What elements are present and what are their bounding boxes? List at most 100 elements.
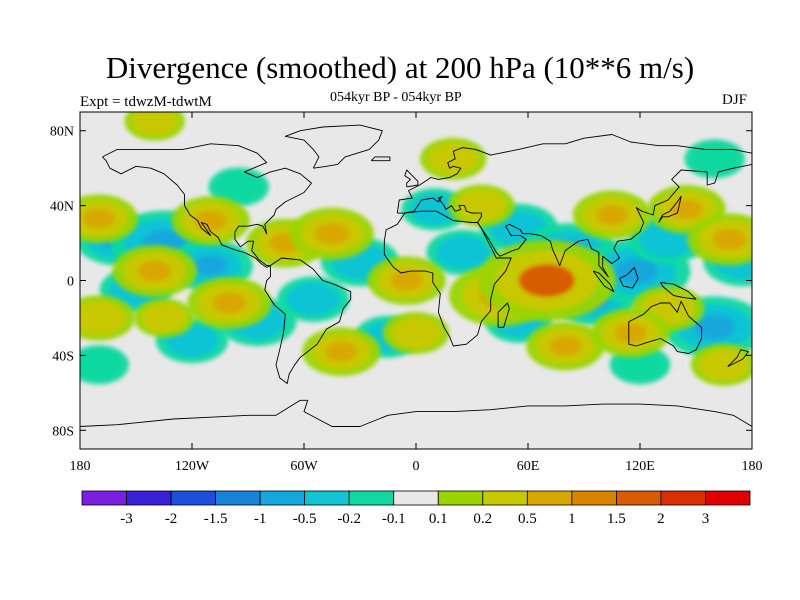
field-blob-core	[137, 260, 172, 282]
colorbar-swatch	[348, 490, 395, 506]
field-blob-core	[670, 199, 703, 220]
field-blob	[80, 194, 138, 244]
colorbar-label: -3	[120, 511, 133, 527]
field-blob	[448, 184, 515, 227]
field-blob-core	[652, 229, 684, 250]
colorbar-swatch	[81, 490, 127, 506]
y-tick-label: 0	[67, 275, 74, 290]
season-label: DJF	[722, 92, 748, 108]
field-blob-mid	[456, 190, 506, 222]
y-tick-label: 80S	[52, 424, 74, 439]
y-tick-label: 80N	[50, 125, 74, 140]
field-blob	[112, 245, 197, 298]
x-tick-label: 120E	[625, 459, 655, 474]
field-blob-mid	[428, 143, 478, 175]
colorbar-swatch	[259, 490, 306, 506]
experiment-label: Expt = tdwzM-tdwtM	[80, 94, 212, 110]
field-blob	[426, 229, 499, 276]
field-blob-mid	[141, 303, 187, 333]
field-blob	[289, 207, 375, 260]
field-blob-mid	[80, 350, 122, 380]
colorbar-label: 2	[657, 511, 665, 527]
colorbar-label: 3	[702, 511, 710, 527]
field-blob-core	[712, 228, 747, 250]
colorbar-swatch	[616, 490, 662, 506]
colorbar-label: 1.5	[607, 511, 626, 527]
x-tick-label: 60W	[290, 459, 318, 474]
field-blob	[687, 213, 752, 266]
colorbar-label: 1	[568, 511, 576, 527]
field-blob-core	[390, 270, 423, 291]
field-blob	[477, 240, 616, 321]
field-blob	[187, 277, 272, 329]
x-tick-label: 0	[413, 459, 420, 474]
coastline	[404, 169, 419, 188]
field-blob	[80, 345, 129, 385]
coastline	[102, 143, 312, 268]
coastline	[658, 195, 682, 223]
period-label: 054kyr BP - 054kyr BP	[330, 90, 462, 105]
colorbar-label: -1.5	[204, 511, 228, 527]
field-blob-mid	[699, 349, 749, 381]
field-blob-core	[82, 208, 115, 229]
colorbar-label: -2	[165, 511, 178, 527]
field-blob-mid	[286, 282, 341, 317]
field-blob	[277, 276, 350, 322]
colorbar-label: -0.5	[293, 511, 317, 527]
coastline	[628, 300, 703, 354]
colorbar-label: 0.2	[473, 511, 492, 527]
chart-title: Divergence (smoothed) at 200 hPa (10**6 …	[105, 50, 695, 85]
field-blob-mid	[132, 112, 178, 136]
x-tick-label: 180	[742, 459, 763, 474]
coastline	[396, 134, 752, 278]
field-blob-core	[614, 257, 659, 285]
field-blob-mid	[391, 317, 441, 349]
coastline	[284, 124, 383, 169]
field-blob	[572, 190, 652, 240]
coastline	[80, 399, 752, 427]
axis-ticks: 180 120W 60W 0 60E 120E 180 80N 40N 0 40S 80S	[50, 112, 763, 474]
y-tick-label: 40N	[50, 200, 74, 215]
colorbar: -3 -2 -1.5 -1 -0.5 -0.2 -0.1 0.1 0.2 0.5 1 1.5 2 3	[81, 490, 751, 527]
field-blob	[690, 343, 752, 386]
map-plot-area	[79, 111, 753, 450]
colorbar-swatch	[215, 490, 261, 506]
field-blob-mid	[216, 172, 262, 202]
field-blob	[171, 196, 250, 245]
field-blob	[591, 308, 670, 358]
field-blob	[382, 311, 450, 354]
field-blob-core	[549, 336, 582, 356]
field-blob	[80, 295, 135, 341]
coastlines	[80, 124, 752, 427]
field-blob-core	[325, 341, 358, 362]
colorbar-swatch	[126, 490, 172, 506]
field-blob	[133, 298, 195, 338]
coastline	[370, 156, 391, 162]
field-blob-core	[502, 218, 535, 238]
coastline	[727, 349, 749, 368]
field-blob-core	[614, 323, 647, 343]
field-blob	[526, 321, 605, 371]
coastline	[619, 266, 639, 289]
field-blob-core	[344, 251, 376, 272]
field-blob-mid	[692, 144, 738, 174]
x-tick-label: 180	[70, 459, 91, 474]
coastline	[592, 270, 615, 293]
field-blob-core	[314, 223, 350, 245]
field-blob-mid	[617, 350, 663, 380]
colorbar-swatch	[571, 490, 617, 506]
x-tick-label: 60E	[517, 459, 540, 474]
field-blob-core	[596, 205, 628, 225]
field-blob-core	[212, 292, 247, 314]
field-blob	[302, 327, 381, 376]
field-blob-peak	[532, 272, 561, 289]
colorbar-swatch	[660, 490, 706, 506]
colorbar-swatch	[482, 490, 528, 506]
colorbar-swatch	[526, 490, 573, 506]
coastline	[497, 302, 510, 328]
colorbar-swatch	[304, 490, 350, 506]
field-blob	[420, 137, 487, 180]
field-blob	[367, 256, 446, 305]
field-blob	[124, 112, 185, 141]
